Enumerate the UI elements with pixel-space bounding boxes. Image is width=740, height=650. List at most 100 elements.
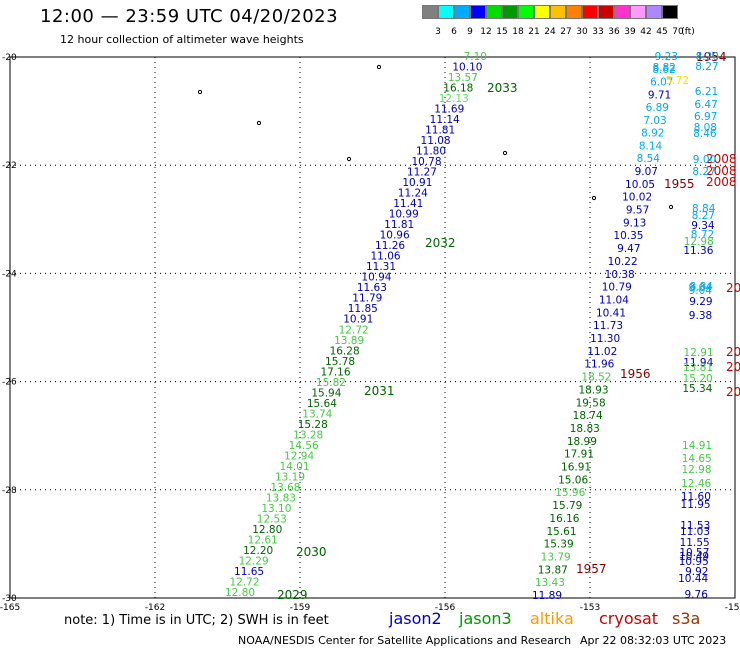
wave-height-label: 15.64: [307, 398, 337, 410]
wave-height-label: 9.76: [685, 589, 709, 601]
wave-height-label: 18.99: [567, 436, 597, 448]
color-scale-label: 36: [608, 27, 620, 37]
island-marker: [502, 150, 508, 156]
color-swatch: [614, 5, 630, 19]
y-tick-label: -20: [2, 53, 17, 63]
timestamp-text: Apr 22 08:32:03 UTC 2023: [580, 634, 727, 647]
wave-height-label: 11.02: [587, 346, 617, 358]
wave-height-label: 14.65: [682, 453, 712, 465]
footnote: note: 1) Time is in UTC; 2) SWH is in fe…: [64, 613, 329, 628]
y-tick-label: -22: [2, 161, 17, 171]
pass-time-label: 2008: [706, 175, 737, 189]
wave-height-label: 15.39: [544, 539, 574, 551]
pass-time-label: 2031: [364, 384, 395, 398]
color-swatch: [502, 5, 518, 19]
color-swatch: [630, 5, 646, 19]
wave-height-label: 11.30: [590, 333, 620, 345]
wave-height-label: 8.82: [653, 62, 676, 74]
color-scale-label: 21: [528, 27, 540, 37]
wave-height-label: 8.72: [691, 229, 714, 241]
wave-height-label: 12.72: [229, 576, 259, 588]
color-scale-label: 42: [640, 27, 652, 37]
pass-time-label: 2030: [296, 545, 327, 559]
color-swatch: [518, 5, 534, 19]
wave-height-label: 9.13: [623, 217, 646, 229]
wave-height-label: 15.78: [325, 356, 355, 368]
color-swatch: [646, 5, 662, 19]
wave-height-label: 13.43: [535, 577, 565, 589]
wave-height-label: 8.46: [693, 128, 717, 140]
wave-height-label: 10.22: [608, 256, 638, 268]
wave-height-label: 12.80: [252, 524, 282, 536]
wave-height-label: 11.81: [425, 125, 455, 137]
color-scale-label: (ft): [681, 27, 695, 37]
wave-height-label: 11.79: [352, 293, 382, 305]
pass-time-label: 2008: [706, 152, 737, 166]
pass-time-label: 2008: [706, 164, 737, 178]
color-swatch: [534, 5, 550, 19]
wave-height-label: 9.47: [617, 243, 640, 255]
pass-time-label: 1954: [696, 50, 727, 64]
wave-height-label: 6.97: [694, 111, 717, 123]
wave-height-label: 10.02: [622, 192, 652, 204]
wave-height-label: 13.57: [448, 72, 478, 84]
wave-height-label: 15.96: [555, 487, 585, 499]
wave-height-label: 11.60: [681, 491, 711, 503]
wave-height-label: 15.61: [546, 526, 576, 538]
wave-height-label: 10.41: [596, 307, 626, 319]
wave-height-label: 11.04: [599, 294, 629, 306]
wave-height-label: 17.91: [564, 449, 594, 461]
wave-height-label: 11.08: [421, 135, 451, 147]
color-swatch: [422, 5, 438, 19]
color-scale-label: 70: [672, 27, 684, 37]
color-scale-label: 45: [656, 27, 668, 37]
color-scale-label: 18: [512, 27, 524, 37]
x-tick-label: -159: [290, 603, 311, 613]
island-marker: [346, 156, 352, 162]
wave-height-label: 12.29: [239, 555, 269, 567]
wave-height-label: 13.74: [302, 408, 332, 420]
wave-height-label: 14.56: [289, 440, 319, 452]
map-frame: [9, 56, 736, 599]
wave-height-label: 9.04: [689, 282, 713, 294]
wave-height-label: 15.20: [683, 373, 713, 385]
wave-height-label: 11.85: [348, 303, 378, 315]
color-swatch: [438, 5, 454, 19]
pass-time-label: 2033: [487, 81, 518, 95]
wave-height-label: 16.16: [549, 513, 579, 525]
wave-height-label: 8.27: [695, 61, 718, 73]
y-tick-label: -28: [2, 486, 17, 496]
color-scale-label: 39: [624, 27, 636, 37]
wave-height-label: 12.80: [225, 587, 255, 599]
wave-height-label: 15.82: [316, 377, 346, 389]
wave-height-label: 12.53: [257, 513, 287, 525]
legend-jason3: jason3: [459, 609, 512, 628]
pass-time-label: 20: [726, 385, 740, 399]
wave-height-label: 12.91: [684, 347, 714, 359]
color-scale-label: 9: [467, 27, 473, 37]
wave-height-label: 8.54: [637, 153, 661, 165]
wave-height-label: 15.06: [558, 474, 588, 486]
wave-height-label: 8.27: [692, 166, 715, 178]
wave-height-label: 12.98: [684, 236, 714, 248]
wave-height-label: 13.68: [270, 482, 300, 494]
wave-height-label: 6.47: [694, 99, 717, 111]
wave-height-label: 10.95: [679, 556, 709, 568]
island-marker: [591, 195, 597, 201]
y-tick-label: -26: [2, 378, 17, 388]
wave-height-label: 7.10: [464, 51, 487, 63]
wave-height-label: 12.13: [439, 93, 469, 105]
wave-height-label: 11.95: [681, 499, 711, 511]
color-swatch: [486, 5, 502, 19]
wave-height-label: 9.71: [648, 89, 671, 101]
island-marker: [197, 89, 203, 95]
wave-height-label: 11.06: [371, 251, 401, 263]
wave-height-label: 13.81: [683, 362, 713, 374]
wave-height-label: 11.03: [680, 526, 710, 538]
wave-height-label: 9.29: [689, 296, 712, 308]
wave-height-label: 6.07: [650, 77, 673, 89]
wave-height-label: 9.23: [655, 51, 678, 63]
wave-height-label: 18.83: [570, 423, 600, 435]
wave-height-label: 13.10: [261, 503, 291, 515]
wave-height-label: 11.69: [434, 104, 464, 116]
